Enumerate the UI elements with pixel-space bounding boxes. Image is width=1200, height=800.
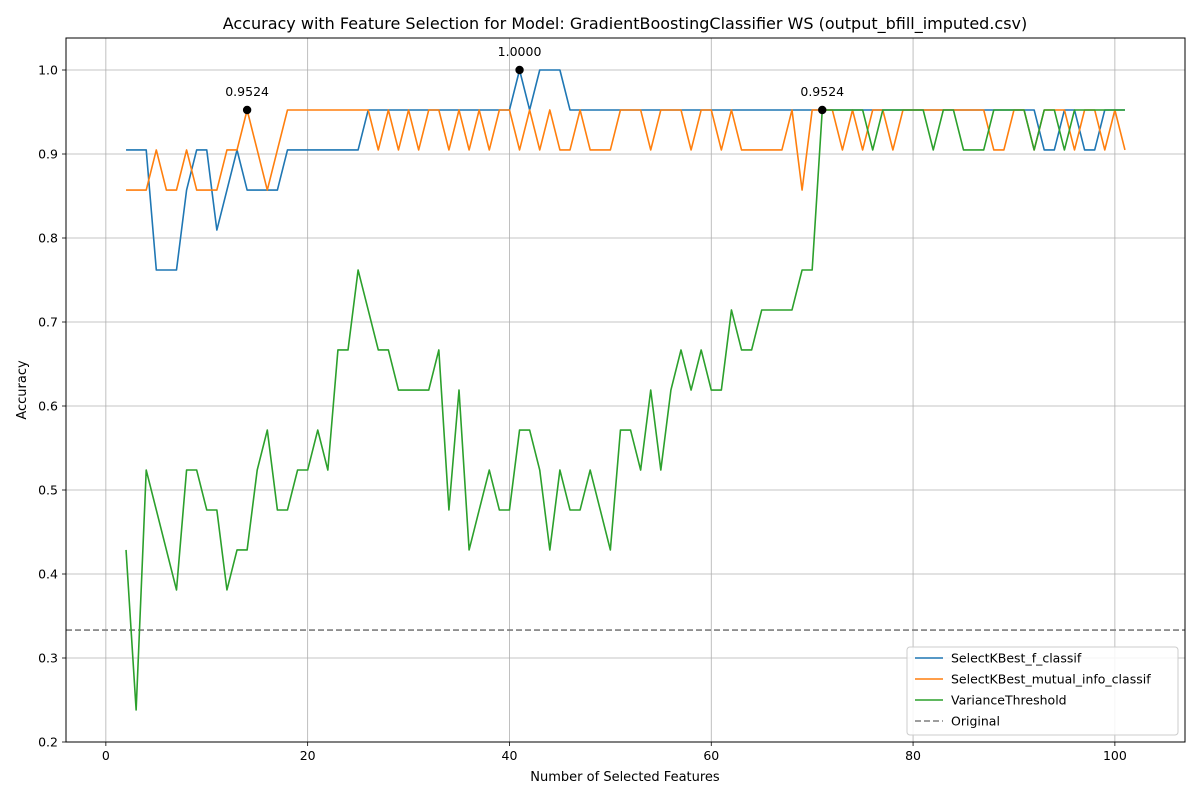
y-tick-label: 1.0 [38,63,58,78]
series-line-selectkbest-mutual-info-classif [126,109,1126,191]
x-axis-ticks: 0 20 40 60 80 100 [102,742,1127,763]
annotation-label: 0.9524 [800,84,844,99]
series-line-variancethreshold [125,109,1125,711]
y-axis-label: Accuracy [15,360,30,420]
annotation-point [515,65,524,75]
legend-items: SelectKBest_f_classif SelectKBest_mutual_… [915,651,1151,729]
y-tick-label: 0.6 [38,399,58,414]
legend-label: SelectKBest_mutual_info_classif [951,672,1151,687]
legend-label: VarianceThreshold [951,693,1067,708]
chart-title: Accuracy with Feature Selection for Mode… [223,14,1028,34]
legend-label: SelectKBest_f_classif [951,651,1082,666]
annotation-label: 0.9524 [225,84,269,99]
y-tick-label: 0.8 [38,231,58,246]
x-axis-label: Number of Selected Features [530,770,720,785]
x-tick-label: 100 [1103,748,1127,763]
series-lines [125,69,1126,711]
legend: SelectKBest_f_classif SelectKBest_mutual_… [906,646,1179,736]
plot-frame [65,37,1186,743]
legend-box [906,646,1179,736]
annotation-point [818,105,827,115]
plot-area: 0.9524 1.0000 0.9524 [65,37,1186,743]
x-tick-label: 20 [300,748,316,763]
y-tick-label: 0.9 [38,147,58,162]
y-tick-label: 0.4 [38,567,58,582]
y-axis-ticks: 0.2 0.3 0.4 0.5 0.6 0.7 0.8 0.9 1.0 [38,63,66,750]
x-tick-label: 60 [703,748,719,763]
annotation-point [242,105,252,115]
y-tick-label: 0.2 [38,735,58,750]
x-tick-label: 40 [502,748,518,763]
annotation-label: 1.0000 [498,44,542,59]
y-tick-label: 0.3 [38,651,58,666]
annotations: 0.9524 1.0000 0.9524 [225,44,844,115]
y-tick-label: 0.5 [38,483,58,498]
legend-label: Original [951,714,1000,729]
x-tick-label: 0 [102,748,110,763]
y-tick-label: 0.7 [38,315,58,330]
grid-lines [66,38,1185,743]
x-tick-label: 80 [905,748,921,763]
